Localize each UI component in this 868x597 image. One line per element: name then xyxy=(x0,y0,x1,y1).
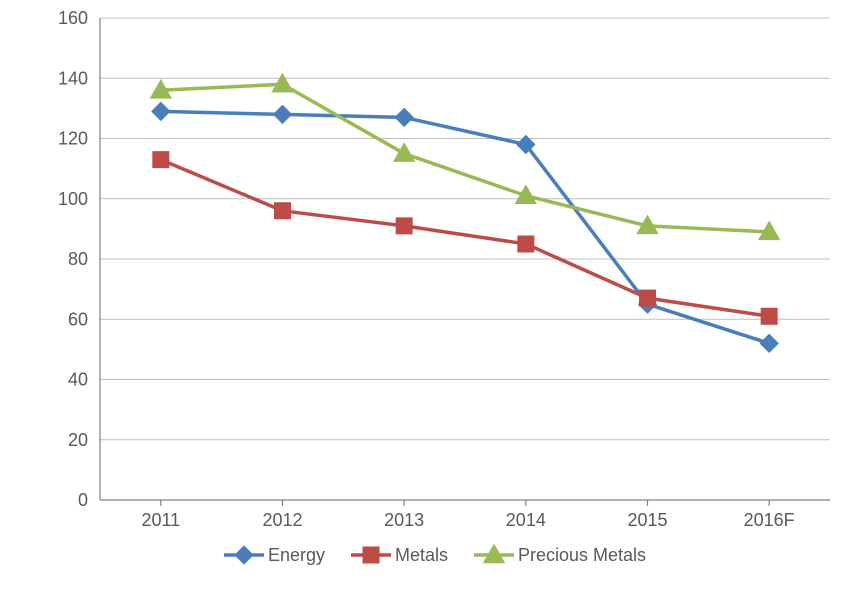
series-marker-1-5 xyxy=(761,308,777,324)
x-tick-label: 2016F xyxy=(744,510,795,530)
commodity-index-chart: 0 20 40 60 80 100 120 140 160 2011 2012 2013 2014 201… xyxy=(0,0,868,597)
y-tick-label: 100 xyxy=(58,189,88,209)
y-tick-label: 140 xyxy=(58,68,88,88)
y-tick-label: 0 xyxy=(78,490,88,510)
x-tick-label: 2015 xyxy=(627,510,667,530)
x-tick-label: 2013 xyxy=(384,510,424,530)
x-tick-label: 2012 xyxy=(262,510,302,530)
y-tick-label: 80 xyxy=(68,249,88,269)
legend-item-2: Precious Metals xyxy=(472,544,646,566)
series-marker-1-0 xyxy=(153,152,169,168)
x-tick-label: 2014 xyxy=(506,510,546,530)
y-tick-label: 40 xyxy=(68,370,88,390)
series-marker-1-4 xyxy=(640,290,656,306)
y-tick-label: 120 xyxy=(58,129,88,149)
chart-svg: 0 20 40 60 80 100 120 140 160 2011 2012 2013 2014 201… xyxy=(0,0,868,542)
y-tick-label: 60 xyxy=(68,309,88,329)
y-tick-label: 20 xyxy=(68,430,88,450)
legend-swatch-1 xyxy=(349,544,393,566)
chart-legend: Energy Metals Precious Metals xyxy=(0,544,868,566)
series-marker-1-1 xyxy=(275,203,291,219)
legend-item-0: Energy xyxy=(222,544,325,566)
legend-label-2: Precious Metals xyxy=(518,545,646,566)
series-marker-1-3 xyxy=(518,236,534,252)
y-tick-label: 160 xyxy=(58,8,88,28)
legend-label-0: Energy xyxy=(268,545,325,566)
legend-swatch-2 xyxy=(472,544,516,566)
legend-swatch-0 xyxy=(222,544,266,566)
series-marker-1-2 xyxy=(396,218,412,234)
legend-label-1: Metals xyxy=(395,545,448,566)
x-tick-label: 2011 xyxy=(141,510,180,530)
legend-item-1: Metals xyxy=(349,544,448,566)
